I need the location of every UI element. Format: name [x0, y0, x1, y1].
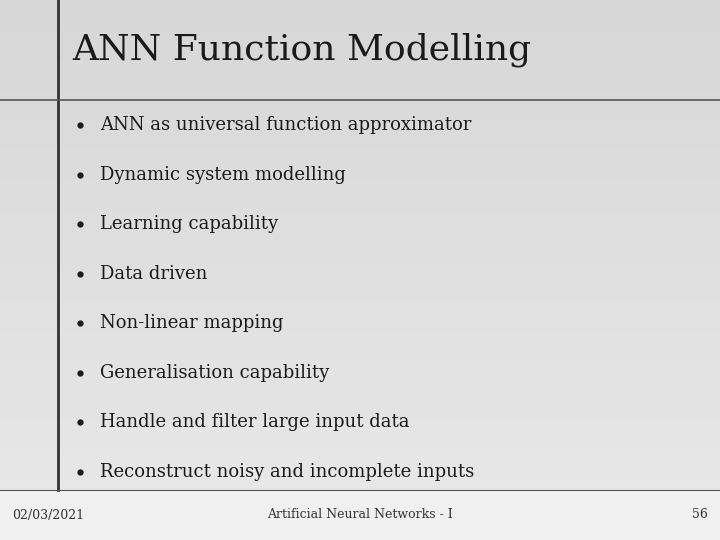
Bar: [0, 490, 720, 540]
Text: Reconstruct noisy and incomplete inputs: Reconstruct noisy and incomplete inputs: [100, 463, 474, 481]
Text: Learning capability: Learning capability: [100, 215, 278, 233]
Text: ANN Function Modelling: ANN Function Modelling: [72, 33, 531, 68]
Text: 02/03/2021: 02/03/2021: [12, 509, 84, 522]
Text: Generalisation capability: Generalisation capability: [100, 364, 329, 382]
Text: Data driven: Data driven: [100, 265, 207, 283]
Text: ANN as universal function approximator: ANN as universal function approximator: [100, 116, 472, 134]
Text: Non-linear mapping: Non-linear mapping: [100, 314, 284, 332]
Text: Dynamic system modelling: Dynamic system modelling: [100, 166, 346, 184]
Text: Artificial Neural Networks - I: Artificial Neural Networks - I: [267, 509, 453, 522]
Text: 56: 56: [692, 509, 708, 522]
Text: Handle and filter large input data: Handle and filter large input data: [100, 414, 410, 431]
